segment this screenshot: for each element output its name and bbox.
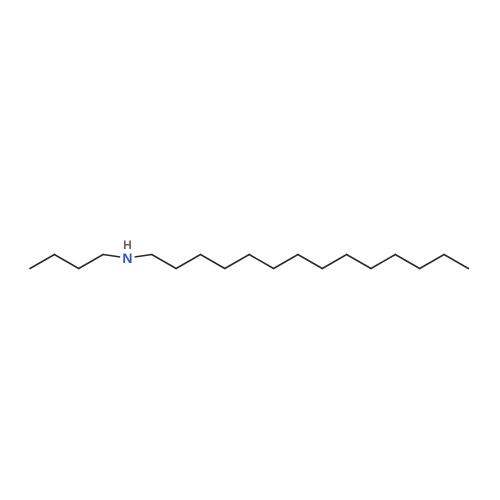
bond [201, 255, 225, 269]
bond [135, 255, 151, 257]
molecule-canvas: NH [0, 0, 500, 500]
bond [103, 255, 119, 257]
bond [347, 255, 371, 269]
bond [274, 255, 298, 269]
bond [54, 255, 78, 269]
bond [322, 255, 346, 269]
atom-hydrogen-label: H [123, 238, 132, 252]
bond [298, 255, 322, 269]
bond [152, 255, 176, 269]
bond [420, 255, 444, 269]
bond [79, 255, 103, 269]
atom-label-n: N [122, 250, 132, 266]
bond [395, 255, 419, 269]
bond [30, 255, 54, 269]
bond [371, 255, 395, 269]
bond [444, 255, 468, 269]
bond [176, 255, 200, 269]
bond [225, 255, 249, 269]
bond [249, 255, 273, 269]
